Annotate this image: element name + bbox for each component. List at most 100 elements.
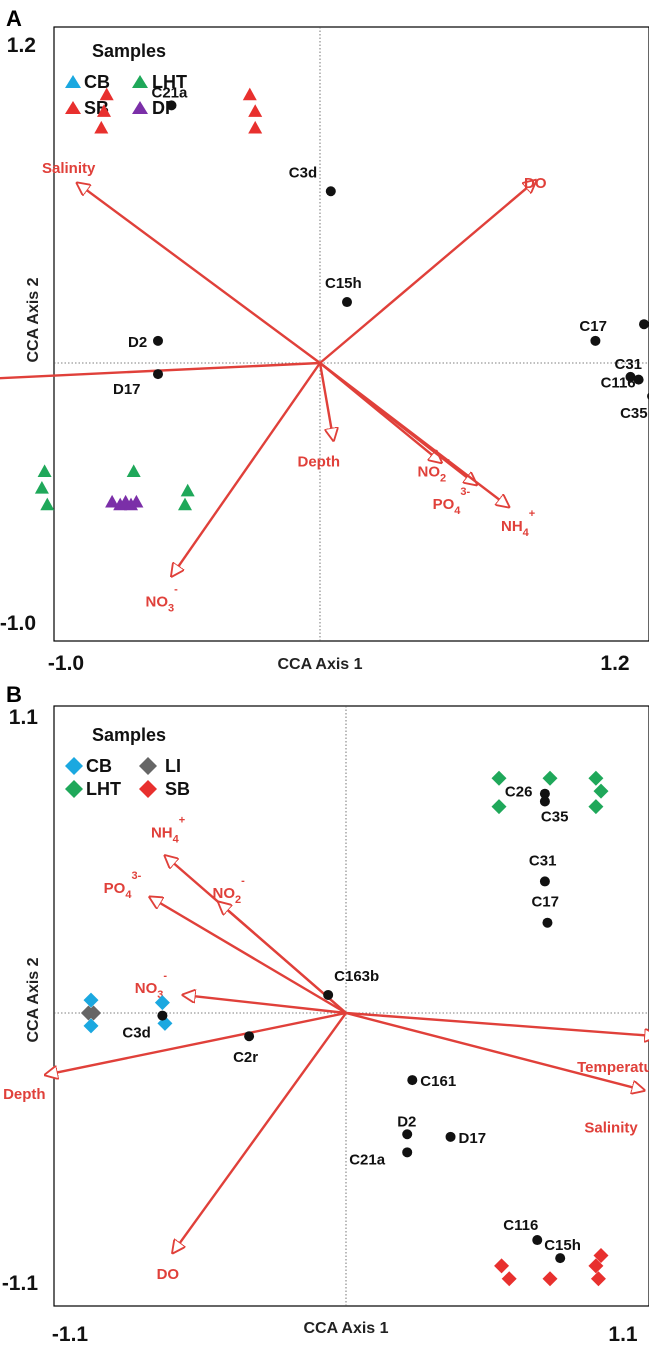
lht-sample-marker-b-6 [491,799,507,815]
sb-sample-marker-a-3 [94,120,109,134]
point-label-c21a-b: C21a [349,1151,386,1168]
point-label-c35-a: C35 [620,405,648,422]
point-d2-a [153,335,163,346]
lht-sample-marker-a-6 [178,497,192,511]
point-c2r-b [244,1031,255,1042]
li-sample-marker-b-2 [86,1005,102,1021]
lht-sample-marker-a-2 [34,481,49,494]
point-label-c31-b: C31 [529,852,557,869]
lht-sample-marker-a-5 [180,483,195,497]
legend-marker-di [132,101,148,114]
sb-sample-marker-b-2 [501,1271,517,1287]
x-tick-label-right-a: 1.2 [600,652,629,675]
sb-sample-marker-a-4 [242,87,257,101]
point-label-c15h-b: C15h [544,1237,581,1254]
legend-label-lht-b: LHT [86,779,121,799]
y-tick-label-top-b: 1.1 [9,706,39,729]
y-tick-label-bottom-a: -1.0 [0,612,36,635]
legend-marker-sb [65,101,81,114]
point-c35-b [539,796,550,807]
legend-marker-cb [65,75,81,88]
di-sample-marker-a-5 [129,494,144,508]
vector-label-salinity-b: Salinity [584,1119,638,1136]
legend-entry-di-a: DI [132,98,170,118]
point-c17-b [542,917,553,928]
point-label-d2-a: D2 [128,334,147,351]
sb-sample-marker-b-4 [588,1258,604,1274]
point-c163b-a [639,319,649,330]
point-c17-a [590,335,601,346]
point-label-c2r-b: C2r [233,1049,258,1066]
legend-label-cb: CB [84,72,110,92]
plot-frame-b [53,705,649,1307]
vector-label-do-a: DO [524,175,547,192]
vector-label-nh4-b: NH4+ [151,815,185,846]
vector-label-no3-a: NO3- [146,583,179,614]
vector-label-no3-b: NO3- [135,970,168,1001]
legend-entry-sb-b: SB [139,779,190,799]
y-axis-label-b: CCA Axis 2 [25,957,42,1042]
sb-sample-marker-b-6 [593,1248,609,1264]
panel-letter-b: B [6,682,22,707]
point-label-c3d-a: C3d [289,164,317,181]
legend-marker-cb-b [65,757,83,775]
y-axis-label-a: CCA Axis 2 [25,277,42,362]
point-label-c163b-b: C163b [334,968,379,985]
point-c163b-b [323,989,334,1000]
legend-label-lht: LHT [152,72,187,92]
point-label-c35-b: C35 [541,808,569,825]
x-tick-label-right-b: 1.1 [608,1323,638,1346]
vector-no3-a [172,362,321,576]
vector-label-nh4-a: NH4+ [501,508,535,539]
point-c31-b [539,876,550,887]
lht-sample-marker-a-1 [37,464,52,477]
legend-label-li-b: LI [165,756,181,776]
sb-sample-marker-a-1 [99,87,114,101]
vector-salinity-a [77,183,321,364]
legend-marker-lht [132,75,148,88]
plot-frame-a [53,26,649,642]
point-c161-b [407,1075,418,1086]
panel-b: B 1.1 -1.1 -1.1 1.1 CCA Axis 1 CCA Axis … [2,682,649,1346]
vector-po43-b [150,897,347,1015]
point-c15h-b [555,1253,566,1264]
vector-label-temperature-b: Temperature [577,1059,649,1076]
lht-sample-marker-b-2 [542,770,558,786]
legend-title-a: Samples [92,41,166,61]
lht-sample-marker-a-4 [126,464,141,477]
cb-sample-marker-b-1 [83,992,99,1008]
vector-label-po43-a: PO43- [433,486,471,517]
vector-do-b [173,1012,347,1253]
lht-sample-marker-b-4 [593,783,609,799]
point-c116-a [633,374,644,385]
point-c3d-a [325,186,336,197]
panel-a: A 1.2 -1.0 -1.0 1.2 CCA Axis 1 CCA Axis … [0,6,649,675]
panel-letter-a: A [6,6,22,31]
point-c26-b [539,788,550,799]
x-tick-label-left-b: -1.1 [52,1323,89,1346]
legend-marker-sb-b [139,780,157,798]
point-label-d17-b: D17 [459,1130,487,1147]
vector-label-depth-b: Depth [3,1086,46,1103]
point-c31-a [625,371,636,382]
point-label-c116-b: C116 [503,1217,538,1234]
vector-label-depth-a: Depth [298,454,341,471]
point-label-c26-b: C26 [505,784,533,801]
point-d17-a [153,369,163,380]
legend-entry-lht-b: LHT [65,779,121,799]
sb-sample-marker-a-2 [97,104,111,117]
cb-sample-marker-b-3 [154,995,170,1011]
lht-sample-marker-b-3 [588,770,604,786]
point-label-c31-a: C31 [615,356,643,373]
point-label-d17-a: D17 [113,381,141,398]
vector-label-no2-b: NO2- [213,875,246,906]
legend-entry-cb-a: CB [65,72,110,92]
sb-sample-marker-b-1 [494,1258,510,1274]
x-axis-label-a: CCA Axis 1 [277,656,362,673]
vector-nh4-a [319,362,509,507]
cb-sample-marker-b-2 [83,1018,99,1034]
x-tick-label-left-a: -1.0 [48,652,84,675]
legend-label-sb-b: SB [165,779,190,799]
vector-depth-b [45,1011,347,1075]
legend-marker-lht-b [65,780,83,798]
